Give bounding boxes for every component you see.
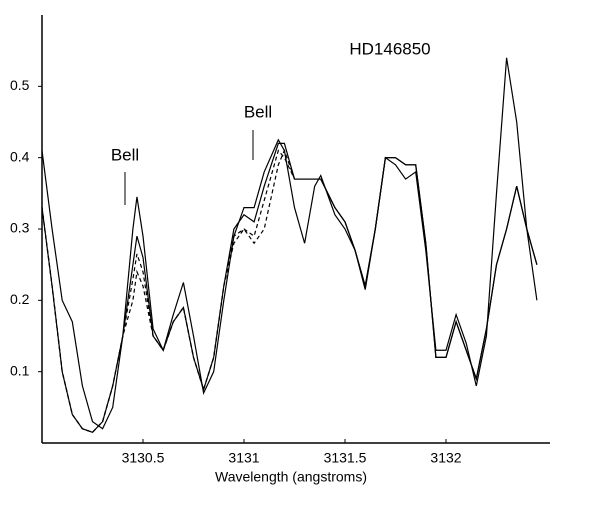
x-tick-label: 3131.5: [324, 450, 367, 466]
series-line: [41, 57, 538, 430]
y-tick-label: 0.3: [10, 220, 30, 236]
x-axis-label: Wavelength (angstroms): [215, 469, 367, 485]
series-line: [41, 142, 538, 433]
series-line: [41, 148, 538, 433]
series-line: [41, 149, 538, 433]
y-tick-label: 0.5: [10, 77, 30, 93]
y-tick-label: 0.2: [10, 291, 30, 307]
x-tick-label: 3131: [228, 450, 259, 466]
chart-title: HD146850: [349, 39, 430, 58]
x-tick-label: 3130.5: [122, 450, 165, 466]
x-tick-label: 3132: [430, 450, 461, 466]
annotation: Bell: [244, 102, 272, 121]
annotation: Bell: [111, 145, 139, 164]
y-tick-label: 0.4: [10, 148, 30, 164]
y-tick-label: 0.1: [10, 362, 30, 378]
